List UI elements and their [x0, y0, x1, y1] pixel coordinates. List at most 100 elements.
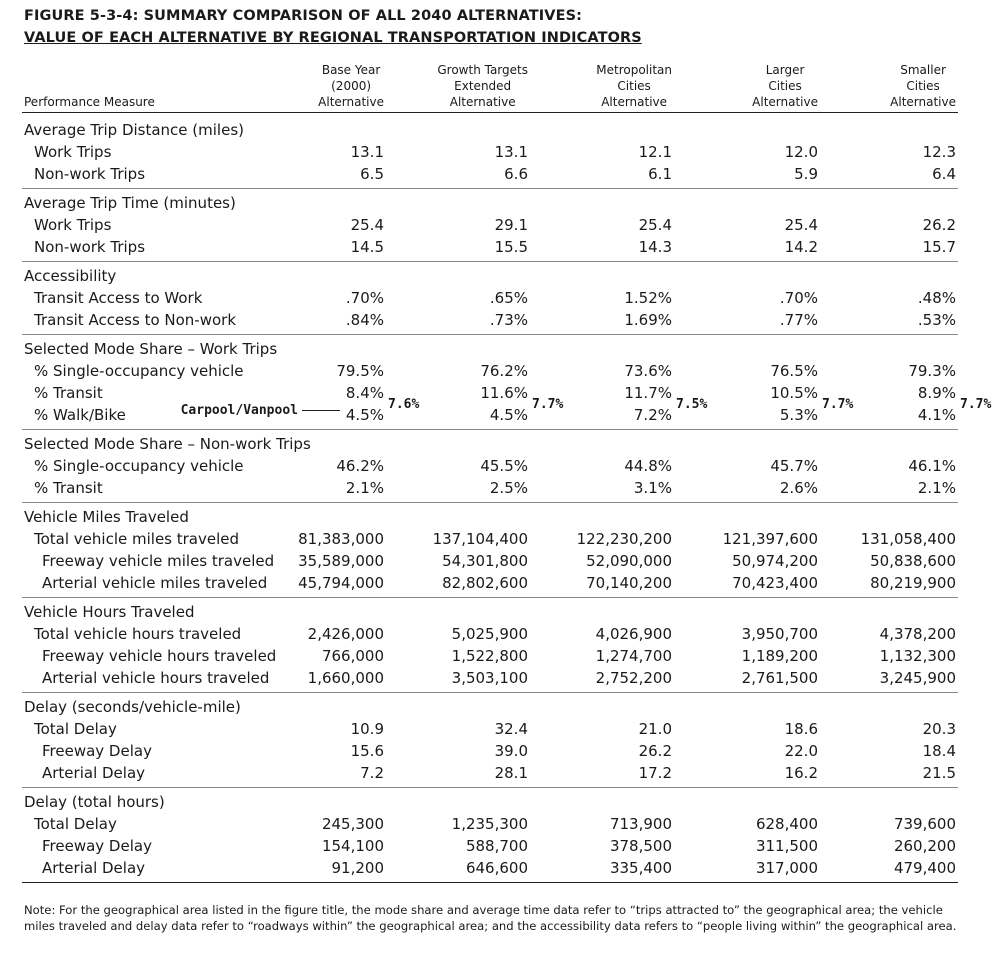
cell: 39.0 [494, 742, 528, 760]
column-header: Alternative [601, 95, 668, 109]
row-label: Transit Access to Non-work [34, 311, 237, 329]
row-label: Freeway Delay [42, 837, 152, 855]
cell: 766,000 [321, 647, 384, 665]
section-rule [22, 597, 958, 598]
cell: 1,522,800 [451, 647, 528, 665]
column-header: Alternative [890, 95, 956, 109]
cell: 25.4 [638, 216, 672, 234]
section-heading: Accessibility [24, 267, 117, 285]
title: FIGURE 5-3-4: SUMMARY COMPARISON OF ALL … [24, 8, 583, 24]
cell: 378,500 [609, 837, 672, 855]
section-rule [22, 502, 958, 503]
column-header: Extended [454, 79, 512, 93]
cell: 1,660,000 [307, 669, 384, 687]
cell: 1,274,700 [595, 647, 672, 665]
cell: 82,802,600 [442, 574, 528, 592]
cell: 121,397,600 [722, 530, 818, 548]
cell: 154,100 [321, 837, 384, 855]
cell: 3,950,700 [741, 625, 818, 643]
cell: 25.4 [784, 216, 818, 234]
section-rule [22, 787, 958, 788]
section-rule [22, 692, 958, 693]
cell: 45,794,000 [298, 574, 384, 592]
cell: 245,300 [321, 815, 384, 833]
row-label: Work Trips [34, 216, 112, 234]
cell: 10.9 [350, 720, 384, 738]
cell: 14.2 [784, 238, 818, 256]
row-label: Arterial Delay [42, 859, 146, 877]
cell: .77% [779, 311, 818, 329]
column-header: Larger [765, 63, 805, 77]
column-header: Alternative [318, 95, 384, 109]
cell: 11.7% [624, 384, 672, 402]
cell: 5.9 [794, 165, 818, 183]
column-header: Performance Measure [24, 95, 155, 109]
cell: 3,503,100 [451, 669, 528, 687]
cell: 1,132,300 [879, 647, 956, 665]
cell: 122,230,200 [576, 530, 672, 548]
note: Note: For the geographical area listed i… [24, 903, 943, 917]
cell: 81,383,000 [298, 530, 384, 548]
cell: 8.4% [345, 384, 384, 402]
annotation-label: Carpool/Vanpool [180, 403, 298, 418]
row-label: % Walk/Bike [34, 406, 126, 424]
cell: 29.1 [494, 216, 528, 234]
cell: 2.1% [345, 479, 384, 497]
row-label: Arterial vehicle miles traveled [42, 574, 268, 592]
cell: 6.5 [360, 165, 384, 183]
row-label: Transit Access to Work [34, 289, 203, 307]
cell: 1.69% [624, 311, 672, 329]
cell: 7.2 [360, 764, 384, 782]
cell: 46.2% [336, 457, 384, 475]
cell: 13.1 [350, 143, 384, 161]
cell: 6.4 [932, 165, 956, 183]
cell: 4.5% [345, 406, 384, 424]
row-label: Freeway vehicle miles traveled [42, 552, 275, 570]
cell: 13.1 [494, 143, 528, 161]
row-label: Total vehicle miles traveled [34, 530, 240, 548]
row-label: Non-work Trips [34, 165, 146, 183]
cell: 12.1 [638, 143, 672, 161]
cell: 6.6 [504, 165, 528, 183]
column-header: Smaller [900, 63, 946, 77]
column-header: Base Year [321, 63, 381, 77]
cell: 50,838,600 [870, 552, 956, 570]
cell: 26.2 [922, 216, 956, 234]
cell: 21.5 [922, 764, 956, 782]
section-heading: Delay (total hours) [24, 793, 165, 811]
cell: 12.0 [784, 143, 818, 161]
cell: 15.5 [494, 238, 528, 256]
row-label: Work Trips [34, 143, 112, 161]
row-label: % Transit [34, 384, 103, 402]
cell: 137,104,400 [432, 530, 528, 548]
section-heading: Delay (seconds/vehicle-mile) [24, 698, 241, 716]
row-label: % Transit [34, 479, 103, 497]
cell: 79.5% [336, 362, 384, 380]
cell: 4,378,200 [879, 625, 956, 643]
cell: 11.6% [480, 384, 528, 402]
cell: 54,301,800 [442, 552, 528, 570]
note: miles traveled and delay data refer to “… [24, 919, 957, 933]
cell: 15.7 [922, 238, 956, 256]
row-label: Arterial Delay [42, 764, 146, 782]
cell: 131,058,400 [860, 530, 956, 548]
cell: 10.5% [770, 384, 818, 402]
section-heading: Average Trip Time (minutes) [24, 194, 236, 212]
cell: 739,600 [893, 815, 956, 833]
cell: 8.9% [917, 384, 956, 402]
cell: 1,189,200 [741, 647, 818, 665]
section-rule [22, 429, 958, 430]
cell: 18.4 [922, 742, 956, 760]
cell: .73% [489, 311, 528, 329]
title: VALUE OF EACH ALTERNATIVE BY REGIONAL TR… [24, 30, 642, 46]
row-label: Total Delay [34, 815, 117, 833]
cell: 45.7% [770, 457, 818, 475]
column-header: Alternative [752, 95, 818, 109]
cell: 317,000 [755, 859, 818, 877]
cell: 4,026,900 [595, 625, 672, 643]
cell: 14.5 [350, 238, 384, 256]
cell: 20.3 [922, 720, 956, 738]
row-label: Total vehicle hours traveled [34, 625, 242, 643]
cell: .48% [917, 289, 956, 307]
section-heading: Vehicle Miles Traveled [24, 508, 189, 526]
